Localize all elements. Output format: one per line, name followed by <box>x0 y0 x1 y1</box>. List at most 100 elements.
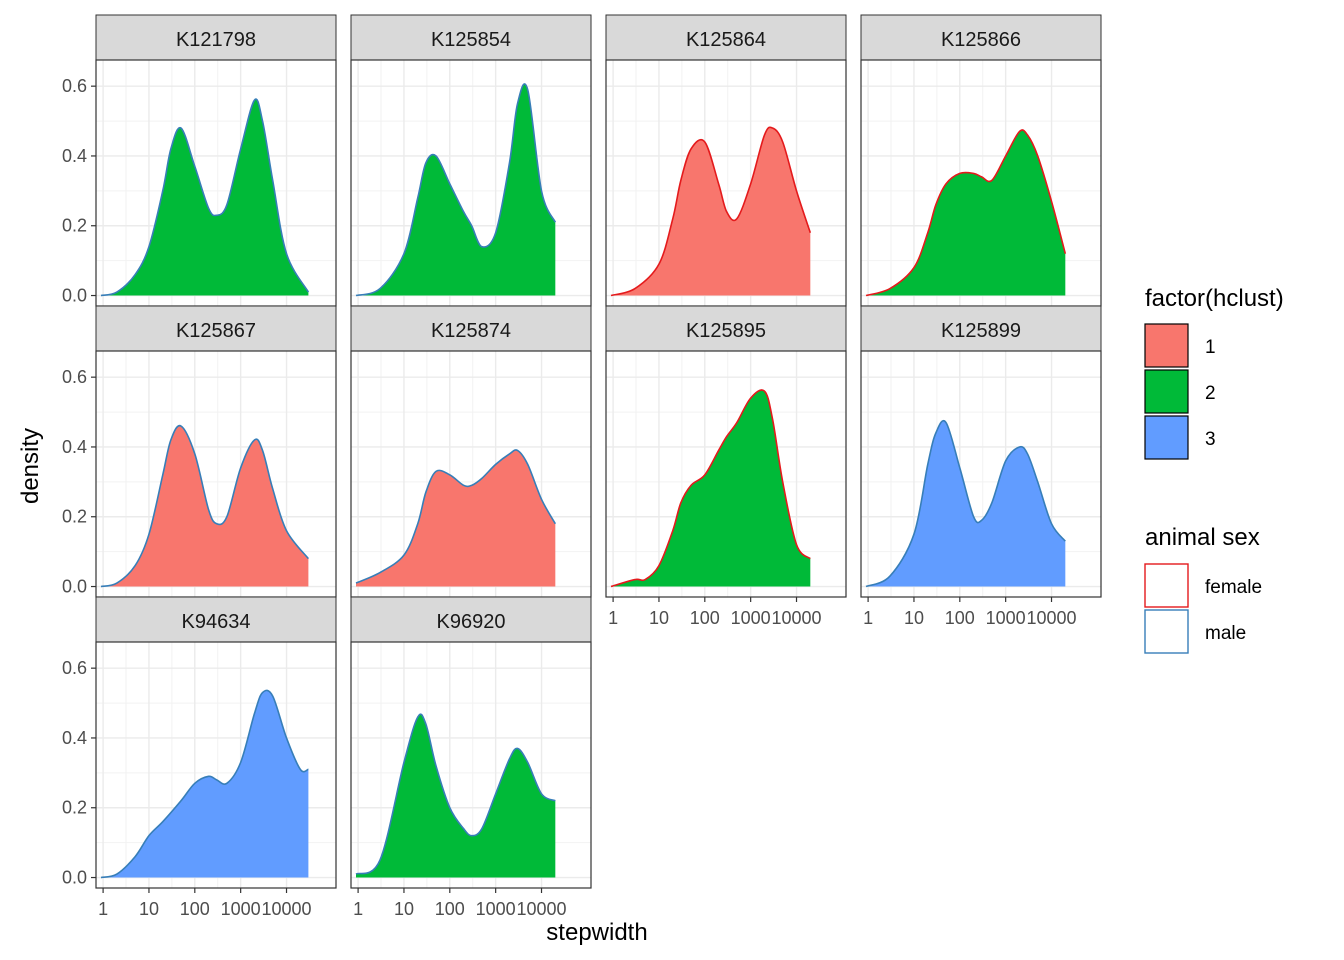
x-tick-label: 10 <box>139 899 159 919</box>
density-outline <box>100 689 309 879</box>
facet-strip <box>860 14 1102 61</box>
fill-legend-label: 2 <box>1205 383 1216 404</box>
facet-strip <box>860 305 1102 352</box>
y-tick-label: 0.4 <box>62 146 87 166</box>
x-tick-label: 100 <box>690 608 720 628</box>
facet-strip <box>95 596 337 643</box>
x-tick-label: 10 <box>904 608 924 628</box>
facet-strip <box>95 305 337 352</box>
x-axis-title: stepwidth <box>546 919 647 946</box>
x-tick-label: 1000 <box>221 899 261 919</box>
x-tick-label: 10 <box>394 899 414 919</box>
panel-border <box>95 641 337 889</box>
y-tick-label: 0.0 <box>62 868 87 888</box>
x-tick-label: 1 <box>608 608 618 628</box>
x-tick-label: 10000 <box>516 899 566 919</box>
y-tick-label: 0.6 <box>62 658 87 678</box>
fill-legend-key-1 <box>1144 323 1189 368</box>
density-area <box>356 449 556 587</box>
color-legend-key-female <box>1144 563 1189 608</box>
density-outline <box>610 389 811 588</box>
density-area <box>356 714 556 878</box>
x-tick-label: 1 <box>353 899 363 919</box>
facet-strip-label: K96920 <box>437 611 506 633</box>
legend: factor(hclust) 1 2 3 animal sex female male <box>1144 285 1284 654</box>
facet-panel-K125874: K125874 <box>350 305 592 598</box>
color-legend-title: animal sex <box>1145 524 1260 551</box>
y-tick-label: 0.6 <box>62 367 87 387</box>
density-area <box>611 127 811 296</box>
fill-legend-key-3 <box>1144 415 1189 460</box>
facet-strip <box>95 14 337 61</box>
x-tick-label: 100 <box>945 608 975 628</box>
x-tick-label: 10000 <box>771 608 821 628</box>
y-axis-title: density <box>17 428 44 504</box>
facet-strip <box>350 305 592 352</box>
y-tick-label: 0.0 <box>62 577 87 597</box>
fill-legend-key-2 <box>1144 369 1189 414</box>
density-outline <box>865 129 1067 297</box>
facet-strip-label: K125867 <box>176 320 256 342</box>
facet-strip-label: K125899 <box>941 320 1021 342</box>
y-tick-label: 0.4 <box>62 728 87 748</box>
fill-legend-label: 3 <box>1205 429 1216 450</box>
facet-strip-label: K125895 <box>686 320 766 342</box>
fill-legend-title: factor(hclust) <box>1145 285 1284 312</box>
facet-strip-label: K125854 <box>431 29 511 51</box>
facet-strip-label: K125866 <box>941 29 1021 51</box>
y-tick-label: 0.2 <box>62 216 87 236</box>
facet-panel-K125854: K125854 <box>350 14 592 307</box>
panel-border <box>605 350 847 598</box>
density-outline <box>355 713 556 875</box>
y-tick-label: 0.4 <box>62 437 87 457</box>
density-outline <box>355 83 557 297</box>
density-area <box>866 420 1066 587</box>
color-legend-label: female <box>1205 577 1262 598</box>
panel-border <box>350 641 592 889</box>
density-outline <box>865 419 1066 588</box>
density-area <box>101 99 309 296</box>
color-legend-key-male <box>1144 609 1189 654</box>
density-outline <box>100 424 310 588</box>
fill-legend-label: 1 <box>1205 337 1216 358</box>
facet-panel-K125895: K125895 1 10 100 1000 10000 <box>605 305 847 628</box>
facet-panel-K125867: K125867 0.0 0.2 0.4 0.6 <box>62 305 337 598</box>
density-outline <box>610 126 812 297</box>
facet-panel-K121798: K121798 0.0 0.2 0.4 0.6 <box>62 14 337 307</box>
x-tick-label: 1 <box>98 899 108 919</box>
facet-panel-K125899: K125899 1 10 100 1000 10000 <box>860 305 1102 628</box>
x-tick-label: 1000 <box>986 608 1026 628</box>
density-outline <box>100 98 310 297</box>
facet-panels: K121798 0.0 0.2 0.4 0.6 K125854 K125864 K125866… <box>62 14 1102 919</box>
facet-panel-K94634: K94634 0.0 0.2 0.4 0.6 1 10 100 1000 10000 <box>62 596 337 919</box>
facet-strip <box>350 14 592 61</box>
x-tick-label: 1000 <box>731 608 771 628</box>
facet-panel-K96920: K96920 1 10 100 1000 10000 <box>350 596 592 919</box>
x-tick-label: 10 <box>649 608 669 628</box>
panel-border <box>860 350 1102 598</box>
density-area <box>611 389 811 587</box>
density-area <box>866 129 1066 296</box>
y-tick-label: 0.2 <box>62 507 87 527</box>
facet-panel-K125864: K125864 <box>605 14 847 307</box>
facet-strip <box>605 14 847 61</box>
density-area <box>101 690 309 878</box>
y-tick-label: 0.0 <box>62 286 87 306</box>
facet-panel-K125866: K125866 <box>860 14 1102 307</box>
x-tick-label: 1 <box>863 608 873 628</box>
x-tick-label: 10000 <box>261 899 311 919</box>
color-legend-label: male <box>1205 623 1246 644</box>
facet-strip-label: K125864 <box>686 29 766 51</box>
y-tick-label: 0.6 <box>62 76 87 96</box>
density-area <box>101 425 309 587</box>
x-tick-label: 100 <box>180 899 210 919</box>
facet-strip <box>350 596 592 643</box>
density-outline <box>355 449 557 584</box>
x-tick-label: 1000 <box>476 899 516 919</box>
x-tick-label: 100 <box>435 899 465 919</box>
facet-strip-label: K125874 <box>431 320 511 342</box>
density-area <box>356 83 556 296</box>
facet-strip-label: K121798 <box>176 29 256 51</box>
facet-strip-label: K94634 <box>182 611 251 633</box>
